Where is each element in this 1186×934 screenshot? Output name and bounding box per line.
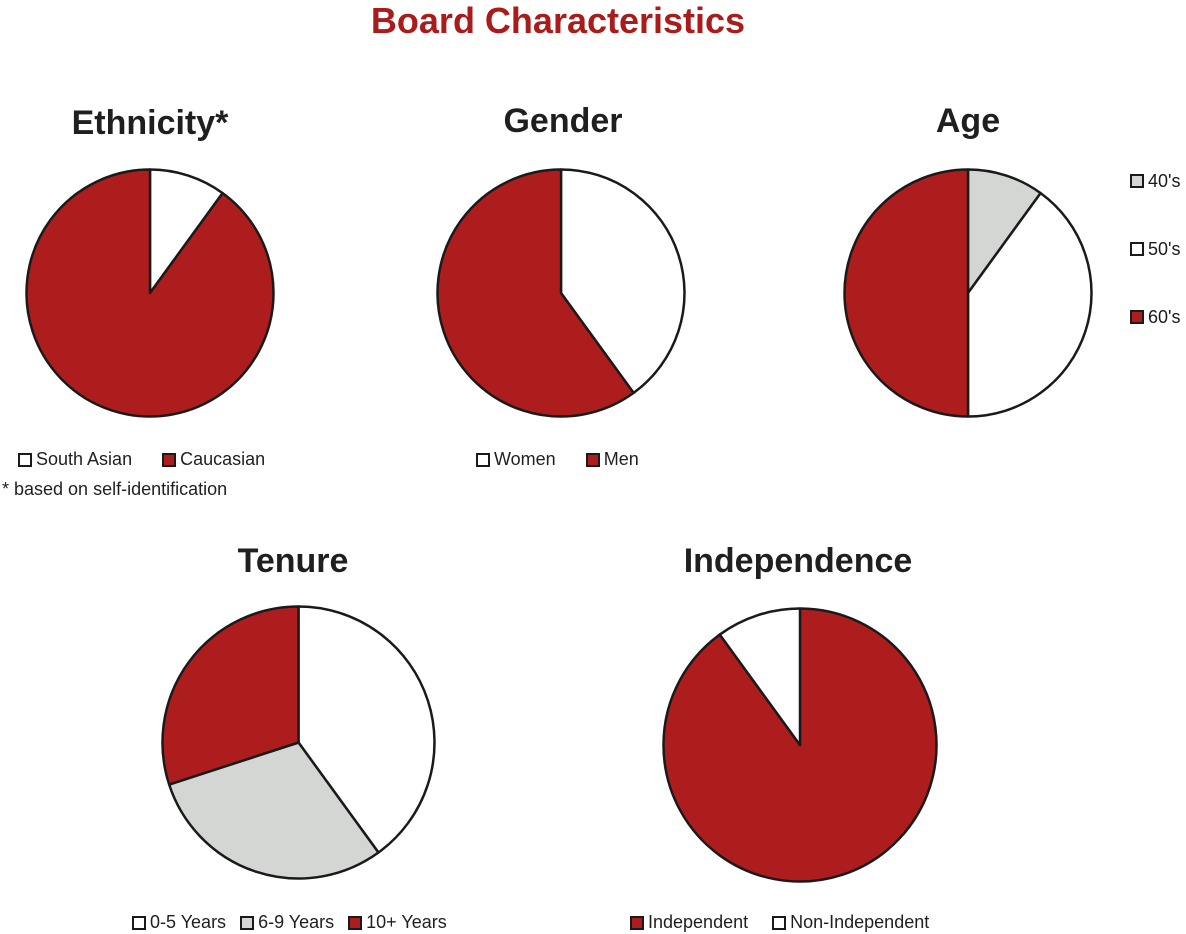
footnote: * based on self-identification — [2, 479, 228, 499]
pie-slice-south-asian — [148, 168, 224, 295]
legend-item: 50's — [1130, 238, 1180, 260]
pie-slice-caucasian — [25, 168, 275, 418]
legend-item: 6-9 Years — [240, 912, 334, 933]
legend-item: 0-5 Years — [132, 912, 226, 933]
pie-slice-10-years — [161, 605, 300, 786]
legend-item: Independent — [630, 912, 748, 933]
legend-gender: Women Men — [476, 449, 639, 470]
legend-swatch — [348, 915, 363, 930]
pie-slice-40-s — [966, 168, 1042, 295]
legend-item: 60's — [1130, 306, 1180, 328]
chart-title-tenure: Tenure — [237, 542, 349, 580]
legend-swatch — [630, 915, 644, 930]
page-title: Board Characteristics — [370, 0, 746, 41]
chart-title-ethnicity: Ethnicity* — [71, 104, 229, 142]
legend-label: South Asian — [36, 449, 133, 469]
legend-swatch — [585, 452, 600, 467]
legend-item: 40's — [1130, 170, 1180, 192]
chart-title-age: Age — [935, 102, 1001, 140]
legend-independence: Independent Non-Independent — [630, 912, 929, 933]
legend-label: 60's — [1148, 306, 1181, 327]
pie-slice-0-5-years — [297, 605, 436, 854]
pie-slice-6-9-years — [167, 741, 380, 880]
legend-swatch — [162, 452, 177, 467]
chart-title-independence: Independence — [683, 542, 913, 580]
legend-age: 40's 50's 60's — [1130, 170, 1180, 328]
legend-label: 6-9 Years — [258, 912, 335, 932]
legend-item: Caucasian — [162, 449, 265, 470]
pie-slice-non-independent — [718, 607, 802, 747]
pie-slice-men — [436, 168, 635, 418]
legend-item: South Asian — [18, 449, 132, 470]
legend-swatch — [18, 452, 32, 467]
legend-swatch — [1130, 310, 1144, 324]
chart-title-gender: Gender — [503, 102, 623, 140]
legend-label: 50's — [1148, 238, 1181, 259]
pie-slice-60-s — [843, 168, 970, 418]
pie-chart-tenure — [161, 605, 436, 880]
legend-swatch — [476, 452, 490, 467]
legend-swatch — [132, 915, 146, 930]
legend-label: 40's — [1148, 170, 1181, 191]
legend-label: 0-5 Years — [150, 912, 227, 932]
legend-label: Independent — [648, 912, 749, 932]
legend-swatch — [240, 915, 255, 930]
pie-chart-independence — [662, 607, 938, 883]
legend-item: Women — [476, 449, 556, 470]
legend-label: Non-Independent — [790, 912, 930, 932]
legend-ethnicity: South Asian Caucasian — [18, 449, 265, 470]
legend-label: Men — [603, 449, 639, 469]
legend-swatch — [1130, 242, 1144, 256]
pie-chart-ethnicity — [25, 168, 275, 418]
legend-item: Men — [585, 449, 639, 470]
pie-slice-50-s — [966, 191, 1093, 418]
legend-label: Caucasian — [180, 449, 266, 469]
legend-swatch — [1130, 174, 1144, 188]
pie-chart-age — [843, 168, 1093, 418]
legend-label: 10+ Years — [366, 912, 447, 932]
legend-swatch — [772, 915, 787, 930]
pie-chart-gender — [436, 168, 686, 418]
legend-item: 10+ Years — [348, 912, 447, 933]
legend-tenure: 0-5 Years 6-9 Years 10+ Years — [132, 912, 447, 933]
legend-item: Non-Independent — [772, 912, 929, 933]
pie-slice-women — [559, 168, 686, 395]
legend-label: Women — [494, 449, 556, 469]
